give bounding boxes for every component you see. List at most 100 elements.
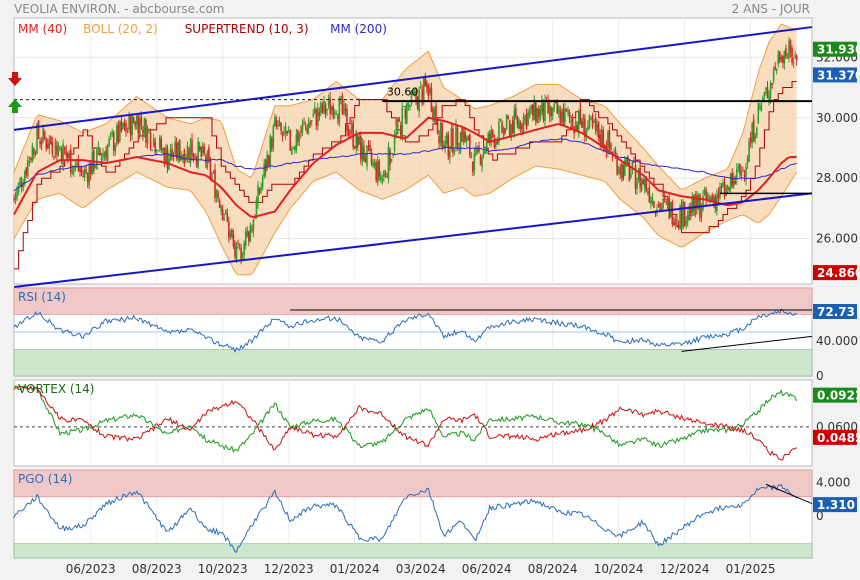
price-candle [524, 115, 526, 122]
price-candle [271, 138, 273, 150]
price-candle [539, 108, 542, 120]
price-candle [148, 130, 150, 132]
price-candle [642, 180, 644, 185]
price-candle [749, 137, 752, 143]
price-candle [739, 163, 741, 174]
price-candle [28, 161, 31, 163]
price-candle [23, 171, 26, 184]
mm200-line [13, 138, 797, 192]
price-candle [226, 213, 229, 222]
price-candle [160, 138, 163, 151]
price-candle [426, 82, 428, 88]
price-candle [768, 96, 770, 103]
price-candle [564, 108, 566, 123]
price-candle [547, 99, 549, 114]
price-candle [363, 145, 365, 160]
price-candle [410, 90, 413, 104]
price-candle [662, 198, 664, 209]
price-candle [591, 115, 594, 127]
price-candle [34, 152, 37, 156]
price-candle [479, 155, 482, 166]
price-candle [31, 145, 34, 161]
pgo-title: PGO (14) [18, 472, 72, 486]
price-candle [94, 165, 97, 168]
price-candle [659, 202, 661, 211]
price-candle [42, 127, 44, 142]
price-candle [14, 196, 17, 200]
price-candle [686, 215, 689, 223]
price-candle [122, 122, 124, 130]
price-candle [326, 109, 328, 111]
price-candle [301, 124, 304, 132]
price-candle [344, 108, 347, 112]
price-candle [709, 198, 712, 201]
price-value-badge [813, 67, 857, 83]
price-candle [178, 140, 181, 162]
price-candle [85, 169, 87, 172]
price-candle [117, 125, 120, 142]
price-candle [789, 40, 792, 53]
price-candle [430, 87, 433, 112]
price-candle [619, 167, 621, 175]
price-candle [782, 55, 784, 63]
price-candle [384, 173, 387, 176]
x-tick-label: 08/2024 [528, 562, 578, 576]
price-candle [689, 207, 692, 217]
price-candle [54, 141, 57, 155]
price-candle [145, 119, 147, 143]
legend-entry: BOLL (20, 2) [83, 22, 158, 36]
price-candle [725, 187, 727, 197]
legend-entry: MM (40) [18, 22, 67, 36]
price-candle [562, 108, 565, 126]
price-candle [511, 120, 514, 134]
price-candle [258, 188, 261, 194]
price-candle [247, 231, 250, 242]
price-candle [277, 124, 279, 127]
price-candle [132, 116, 135, 122]
price-candle [364, 156, 367, 163]
price-candle [499, 118, 502, 121]
price-candle [378, 160, 381, 177]
price-candle [565, 109, 568, 111]
price-candle [329, 98, 331, 114]
price-candle [650, 200, 652, 204]
price-candle [519, 122, 522, 130]
price-candle [283, 131, 285, 133]
price-candle [588, 115, 591, 129]
price-candle [103, 152, 106, 156]
price-candle [112, 131, 115, 151]
price-candle [25, 167, 28, 175]
price-candle [383, 170, 385, 177]
price-candle [559, 110, 562, 125]
price-candle [505, 114, 508, 130]
price-candle [492, 130, 494, 138]
price-candle [263, 163, 265, 177]
price-candle [452, 128, 454, 154]
price-candle [71, 171, 74, 174]
price-candle [387, 146, 390, 180]
price-candle [527, 112, 529, 125]
price-candle [475, 147, 477, 155]
price-candle [13, 198, 15, 200]
price-candle [186, 145, 189, 158]
price-candle [557, 107, 560, 112]
price-candle [300, 130, 302, 133]
price-candle [376, 161, 379, 183]
price-candle [455, 125, 457, 148]
price-candle [217, 192, 219, 198]
price-candle [240, 247, 242, 260]
price-candle [665, 201, 668, 203]
price-candle [249, 225, 252, 242]
price-candle [318, 112, 321, 116]
rsi-trendline [681, 335, 813, 352]
price-candle [602, 129, 605, 147]
price-candle [290, 149, 293, 155]
price-candle [50, 136, 52, 145]
price-candle [536, 108, 539, 124]
price-candle [508, 119, 511, 137]
price-candle [102, 152, 104, 158]
price-candle [785, 48, 787, 57]
price-tick-label: 30.000 [816, 111, 858, 125]
price-candle [367, 145, 370, 147]
price-candle [294, 146, 296, 151]
